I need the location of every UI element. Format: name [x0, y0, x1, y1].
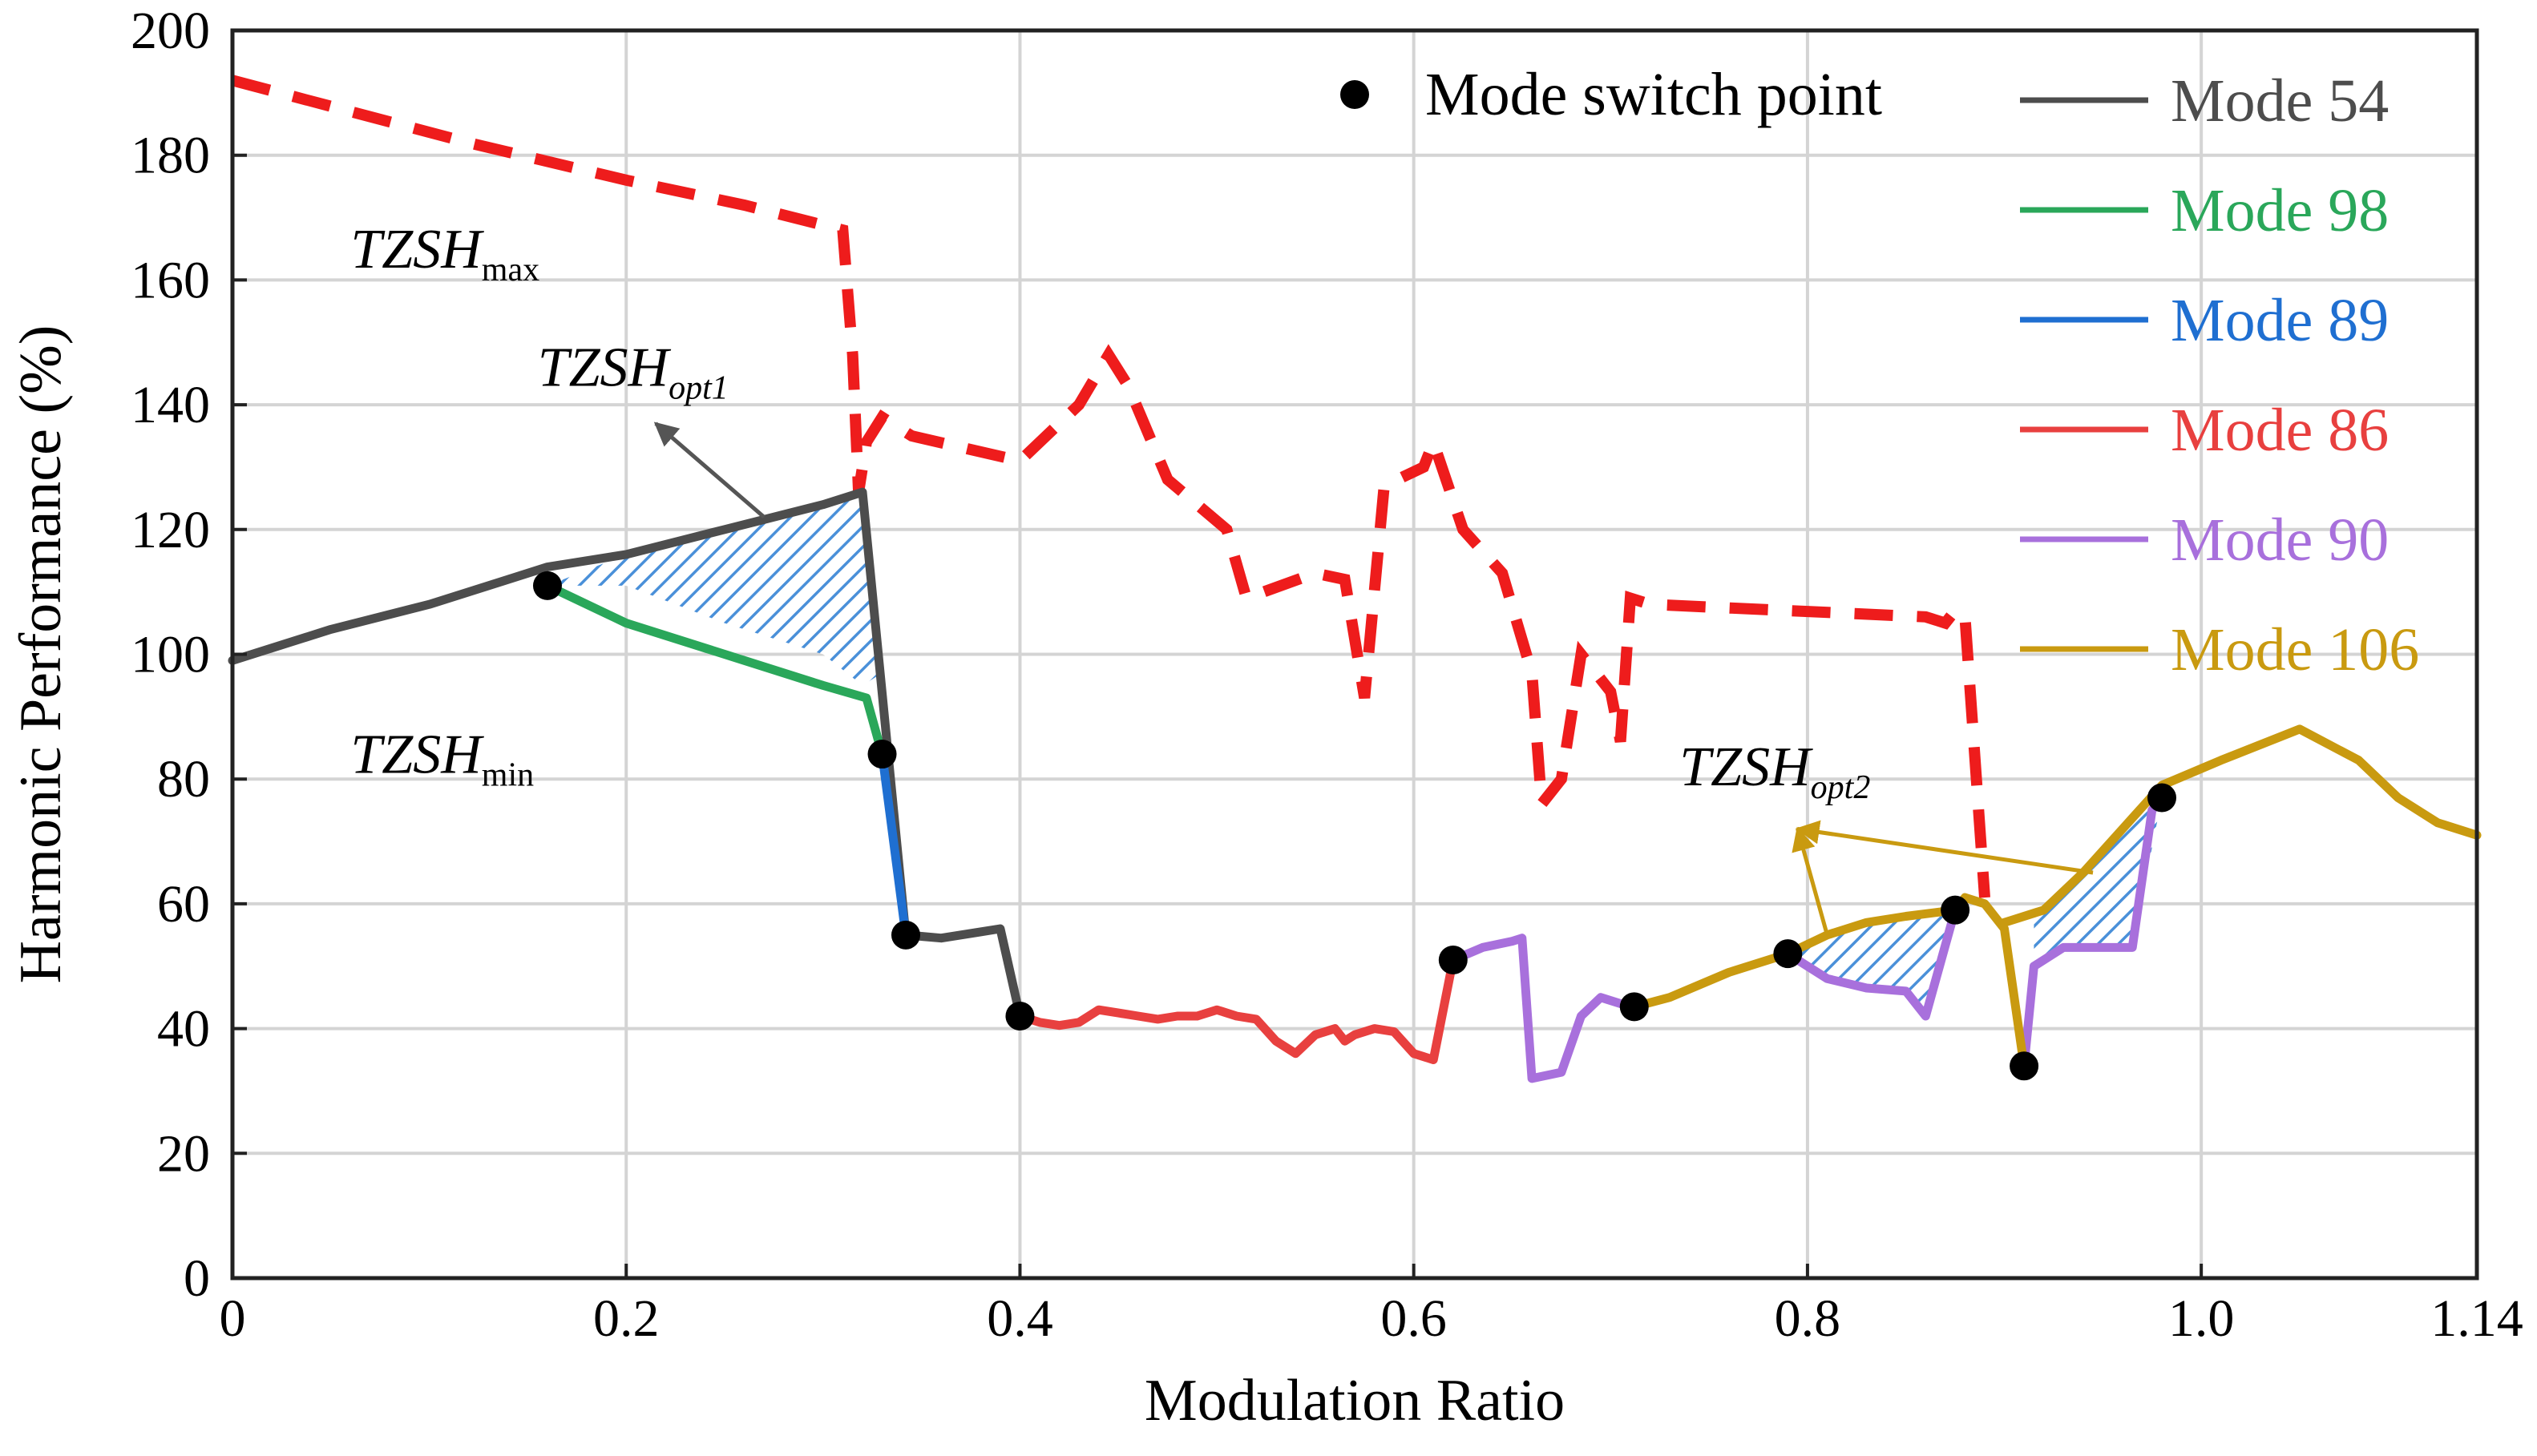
annotation-subscript: opt2	[1811, 769, 1871, 806]
annotation-arrow	[1792, 826, 1829, 936]
legend-label: Mode 89	[2171, 287, 2389, 354]
annotation-subscript: opt1	[669, 370, 729, 407]
grid	[232, 30, 2477, 1278]
series-line-mode-90-opt2-lower-2-	[2019, 793, 2167, 1071]
y-tick-label: 100	[131, 626, 210, 684]
legend-label: Mode 90	[2171, 506, 2389, 574]
legend-label-switch-point: Mode switch point	[1425, 61, 1882, 128]
y-tick-label: 20	[157, 1124, 210, 1183]
x-tick-label: 1.14	[2430, 1289, 2523, 1348]
hatched-region-3	[2034, 785, 2162, 966]
annotation-subscript: min	[482, 756, 534, 793]
y-axis-label: Harmonic Performance (%)	[8, 325, 74, 984]
legend-label: Mode 98	[2171, 177, 2389, 244]
x-tick-label: 1.0	[2168, 1289, 2235, 1348]
y-tick-label: 60	[157, 875, 210, 934]
series-line-mode-98	[543, 581, 887, 759]
mode-switch-point	[1438, 945, 1468, 974]
y-tick-label: 160	[131, 251, 210, 309]
x-tick-label: 0.2	[593, 1289, 660, 1348]
series-line-mode-106-upper-	[2000, 724, 2482, 927]
y-tick-label: 40	[157, 1000, 210, 1059]
x-tick-label: 0	[220, 1289, 246, 1348]
mode-switch-point	[1619, 992, 1649, 1022]
shaded-regions	[547, 492, 2162, 1016]
annotation-tzsh-max: TZSHmax	[350, 219, 539, 288]
annotation-base: TZSH	[1679, 736, 1813, 798]
x-tick-label: 0.4	[987, 1289, 1053, 1348]
x-tick-label: 0.6	[1380, 1289, 1447, 1348]
annotation-base: TZSH	[350, 219, 484, 280]
hatched-region-1	[547, 492, 883, 686]
x-axis-label: Modulation Ratio	[1145, 1368, 1565, 1434]
legend-label: Mode 54	[2171, 67, 2389, 135]
annotation-arrow	[1795, 820, 2094, 875]
annotation-tzsh-opt2: TZSHopt2	[1679, 736, 1870, 806]
annotation-tzsh-opt1: TZSHopt1	[538, 337, 729, 407]
legend-marker-switch-point	[1340, 80, 1369, 109]
tzsh-max-line	[231, 75, 1990, 898]
axes: 0 0.2 0.4 0.6 0.8 1.0 1.14 0 20 40 60 80 100 120 140 16…	[8, 2, 2523, 1434]
y-tick-label: 140	[131, 376, 210, 434]
mode-switch-point	[891, 920, 920, 950]
series-line-mode-90	[1448, 934, 1639, 1083]
annotation-base: TZSH	[350, 724, 484, 785]
series-line-mode-89	[878, 749, 911, 940]
series-line-mode-86	[1016, 955, 1458, 1064]
mode-switch-point	[867, 740, 897, 769]
series-lines	[228, 75, 2482, 1083]
series-line-mode-106	[1630, 893, 2029, 1071]
y-tick-label: 120	[131, 501, 210, 559]
mode-switch-point	[1005, 1002, 1035, 1031]
y-tick-label: 0	[184, 1249, 210, 1308]
x-tick-label: 0.8	[1775, 1289, 1841, 1348]
mode-switch-point	[2010, 1051, 2039, 1081]
y-tick-label: 80	[157, 750, 210, 809]
legend-label: Mode 106	[2171, 616, 2419, 684]
mode-switch-point	[1941, 895, 1970, 925]
legend: Mode switch point Mode 54 Mode 98 Mode 89 Mo…	[1340, 61, 2419, 684]
series-line-mode-54	[228, 487, 1024, 1021]
mode-switch-point	[1773, 939, 1803, 969]
arrows	[653, 421, 2094, 936]
mode-switch-point	[2147, 783, 2177, 813]
mode-switch-points	[532, 571, 2177, 1081]
y-tick-label: 200	[131, 2, 210, 60]
mode-switch-point	[532, 571, 562, 600]
annotation-base: TZSH	[538, 337, 672, 399]
annotation-subscript: max	[482, 252, 539, 288]
y-tick-label: 180	[131, 127, 210, 185]
annotation-arrow	[653, 421, 766, 519]
annotation-tzsh-min: TZSHmin	[350, 724, 534, 793]
legend-label: Mode 86	[2171, 397, 2389, 464]
series-line-mode-90-opt2-lower-	[1783, 905, 1960, 1021]
